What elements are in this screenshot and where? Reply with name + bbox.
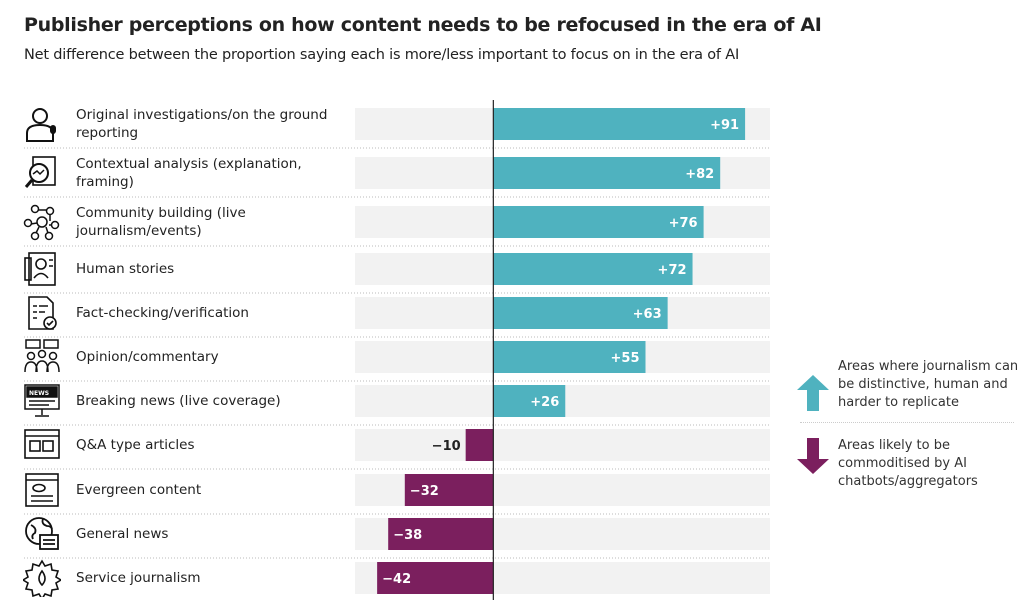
magnifier-analysis-icon bbox=[23, 154, 61, 192]
category-label: General news bbox=[76, 526, 169, 542]
general-news-globe-icon bbox=[23, 515, 61, 553]
data-label: +26 bbox=[530, 395, 559, 410]
bar bbox=[404, 474, 494, 506]
category-label: Contextual analysis (explanation, framin… bbox=[76, 156, 302, 190]
bar bbox=[493, 157, 721, 189]
bar bbox=[377, 562, 494, 594]
breaking-news-icon: NEWS bbox=[23, 382, 61, 420]
fact-check-icon bbox=[23, 294, 61, 332]
data-label: +82 bbox=[685, 167, 714, 182]
data-label: +55 bbox=[611, 351, 640, 366]
bar bbox=[493, 206, 704, 238]
category-label: Fact-checking/verification bbox=[76, 305, 249, 321]
category-label: Community building (live journalism/even… bbox=[76, 205, 246, 239]
data-label: −10 bbox=[432, 439, 461, 454]
bar bbox=[493, 253, 693, 285]
data-label: +63 bbox=[633, 307, 662, 322]
data-label: +72 bbox=[658, 263, 687, 278]
arrow-down-icon bbox=[797, 438, 829, 474]
data-label: −42 bbox=[382, 572, 411, 587]
data-label: +91 bbox=[710, 118, 739, 133]
bar bbox=[388, 518, 494, 550]
legend-label-negative: Areas likely to be commoditised by AI ch… bbox=[838, 438, 978, 489]
human-story-icon bbox=[23, 250, 61, 288]
category-label: Breaking news (live coverage) bbox=[76, 393, 281, 409]
category-label: Human stories bbox=[76, 261, 175, 277]
reporter-icon bbox=[23, 105, 61, 143]
opinion-chat-icon bbox=[23, 338, 61, 376]
category-label: Q&A type articles bbox=[76, 437, 195, 453]
data-label: −32 bbox=[410, 484, 439, 499]
bar bbox=[493, 385, 566, 417]
data-label: +76 bbox=[669, 216, 698, 231]
category-label: Service journalism bbox=[76, 570, 201, 586]
bar bbox=[493, 297, 668, 329]
evergreen-document-icon bbox=[23, 471, 61, 509]
qa-article-icon bbox=[23, 426, 61, 464]
svg-text:NEWS: NEWS bbox=[29, 390, 49, 397]
category-label: Opinion/commentary bbox=[76, 349, 219, 365]
data-label: −38 bbox=[393, 528, 422, 543]
bar bbox=[465, 429, 494, 461]
legend-divider bbox=[800, 422, 1014, 423]
chart-title: Publisher perceptions on how content nee… bbox=[24, 14, 822, 36]
bar bbox=[493, 108, 746, 140]
category-label: Evergreen content bbox=[76, 482, 202, 498]
legend-label-positive: Areas where journalism can be distinctiv… bbox=[838, 359, 1019, 410]
community-network-icon bbox=[23, 203, 61, 241]
arrow-up-icon bbox=[797, 375, 829, 411]
bar bbox=[493, 341, 646, 373]
bar-track bbox=[355, 429, 770, 461]
category-label: Original investigations/on the ground re… bbox=[76, 107, 328, 141]
chart-subtitle: Net difference between the proportion sa… bbox=[24, 47, 740, 63]
